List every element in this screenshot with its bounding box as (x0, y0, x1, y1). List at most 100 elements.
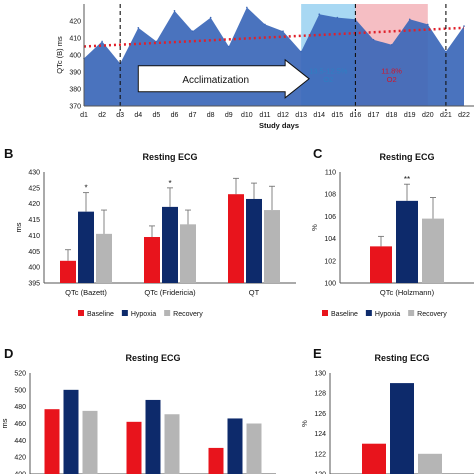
bar-baseline (208, 447, 224, 474)
panel-letter: C (313, 146, 323, 161)
area-point (408, 18, 411, 21)
area-point (101, 40, 103, 43)
y-tick-label: 400 (69, 53, 81, 60)
legend-swatch (408, 310, 415, 316)
y-tick-label: 500 (14, 387, 26, 394)
area-point (336, 16, 339, 19)
x-tick-label: d10 (241, 112, 253, 119)
band-label: 13.5-12.5% (309, 67, 348, 76)
y-tick-label: 110 (325, 170, 336, 177)
area-point (155, 40, 158, 43)
y-axis-label: ms (14, 222, 23, 232)
y-tick-label: 420 (69, 19, 81, 26)
area-point (191, 30, 194, 32)
legend-entry: Hypoxia (131, 311, 156, 318)
band-label: 11.8% (381, 67, 402, 76)
x-tick-label: d9 (225, 112, 233, 119)
bar-baseline (370, 246, 392, 283)
y-tick-label: 400 (14, 472, 26, 474)
area-point (173, 10, 176, 12)
acclimatization-arrow (137, 58, 310, 99)
chart-title: Resting ECG (142, 152, 197, 162)
y-tick-label: 420 (14, 455, 26, 462)
area-point (427, 23, 429, 26)
x-tick-label: d12 (277, 112, 289, 119)
y-axis-label: % (300, 420, 309, 427)
y-axis-label: ms (0, 418, 9, 428)
area-point (463, 25, 465, 27)
x-tick-label: d22 (458, 112, 470, 119)
bar-recovery (246, 423, 262, 474)
bar-recovery (264, 210, 280, 283)
bar-recovery (422, 218, 444, 283)
y-tick-label: 370 (69, 104, 81, 111)
bar-recovery (164, 414, 180, 474)
y-tick-label: 460 (14, 421, 26, 428)
x-tick-label: d14 (313, 112, 325, 119)
bar-recovery (82, 410, 98, 474)
bar-hypoxia (145, 399, 161, 474)
area-point (390, 44, 393, 46)
x-tick-label: d17 (368, 112, 380, 119)
y-tick-label: 480 (14, 404, 26, 411)
band-label: O2 (387, 75, 397, 84)
x-tick-label: d1 (80, 112, 88, 119)
chart-title: Resting ECG (374, 353, 429, 363)
area-point (282, 30, 284, 32)
x-tick-label: d21 (440, 112, 452, 119)
y-tick-label: 520 (14, 371, 26, 378)
bar-baseline (44, 409, 60, 474)
legend-swatch (78, 310, 84, 316)
bar-recovery (96, 233, 112, 283)
y-tick-label: 124 (314, 431, 326, 438)
legend-entry: Baseline (87, 311, 114, 318)
legend-swatch (365, 310, 372, 316)
legend-swatch (121, 310, 128, 316)
y-tick-label: 405 (28, 249, 40, 256)
x-tick-label: d5 (152, 112, 160, 119)
bar-baseline (362, 443, 386, 474)
y-tick-label: 128 (314, 391, 326, 398)
y-tick-label: 130 (314, 371, 326, 378)
legend-entry: Recovery (417, 311, 447, 318)
area-point (372, 38, 375, 41)
area-point (264, 23, 266, 26)
significance-marker: * (84, 184, 87, 193)
y-tick-label: 100 (324, 281, 336, 288)
area-point (137, 27, 140, 29)
y-tick-label: 122 (314, 451, 326, 458)
bar-hypoxia (162, 206, 178, 283)
y-axis-label: % (310, 224, 319, 231)
area-point (227, 45, 230, 48)
category-label: QTc (Holzmann) (380, 288, 435, 297)
y-tick-label: 390 (69, 70, 81, 77)
legend-swatch (322, 310, 328, 316)
acclimatization-label: Acclimatization (182, 75, 249, 86)
x-tick-label: d13 (295, 112, 307, 119)
panel-letter: D (4, 346, 13, 361)
y-tick-label: 104 (324, 236, 336, 243)
category-label: QTc (Bazett) (65, 288, 107, 297)
chart-title: Resting ECG (379, 152, 434, 162)
legend-entry: Baseline (331, 311, 358, 318)
area-point (445, 50, 447, 53)
area-point (300, 50, 302, 53)
x-tick-label: d7 (189, 112, 197, 119)
legend-entry: Recovery (173, 311, 203, 318)
bar-recovery (418, 453, 442, 474)
y-tick-label: 415 (28, 217, 40, 224)
bar-hypoxia (227, 418, 243, 474)
x-tick-label: d18 (386, 112, 398, 119)
x-tick-label: d20 (422, 112, 434, 119)
y-tick-label: 440 (14, 438, 26, 445)
y-tick-label: 400 (28, 265, 40, 272)
trend-line (83, 26, 465, 48)
bar-hypoxia (396, 200, 418, 283)
bar-baseline (144, 237, 160, 283)
y-tick-label: 108 (324, 192, 336, 199)
x-tick-label: d19 (404, 112, 416, 119)
bar-hypoxia (78, 211, 94, 283)
x-axis-label: Study days (259, 121, 299, 130)
panel-letter: B (4, 146, 13, 161)
